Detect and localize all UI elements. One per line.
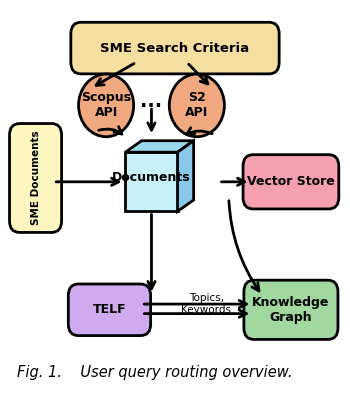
Polygon shape (125, 141, 194, 152)
FancyBboxPatch shape (244, 280, 338, 339)
Text: SME Documents: SME Documents (30, 131, 41, 225)
Text: S2
API: S2 API (185, 92, 209, 119)
Polygon shape (125, 152, 177, 211)
Text: TELF: TELF (93, 303, 126, 316)
FancyBboxPatch shape (71, 22, 279, 74)
FancyBboxPatch shape (68, 284, 150, 336)
Text: Knowledge
Graph: Knowledge Graph (252, 296, 330, 324)
Text: Vector Store: Vector Store (247, 175, 335, 188)
Text: Scopus
API: Scopus API (81, 92, 131, 119)
FancyBboxPatch shape (243, 155, 339, 209)
FancyBboxPatch shape (9, 123, 62, 232)
Circle shape (169, 74, 224, 137)
Text: Topics,
Keywords: Topics, Keywords (181, 293, 231, 315)
Text: Fig. 1.    User query routing overview.: Fig. 1. User query routing overview. (17, 365, 293, 380)
Text: SME Search Criteria: SME Search Criteria (100, 41, 250, 55)
Polygon shape (177, 141, 194, 211)
Text: Documents: Documents (112, 172, 191, 185)
Circle shape (78, 74, 134, 137)
Text: ...: ... (140, 92, 162, 111)
